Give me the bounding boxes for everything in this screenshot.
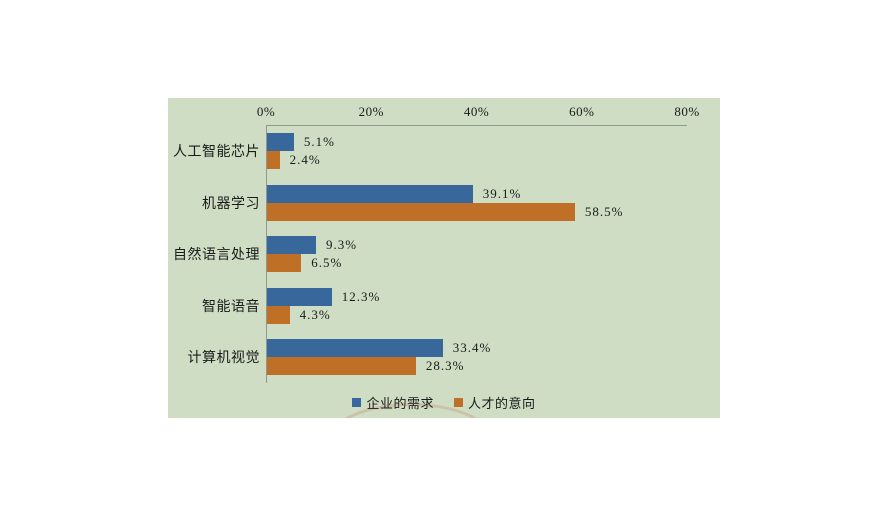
x-axis-tick-label: 0% <box>256 104 276 119</box>
value-label: 9.3% <box>325 237 358 253</box>
y-axis-line <box>266 125 267 383</box>
x-axis-tick-label: 80% <box>674 104 700 119</box>
bar-series-1-cat-4 <box>267 357 416 376</box>
bar-series-1-cat-3 <box>267 305 290 324</box>
x-axis-line <box>266 125 687 126</box>
legend-label: 企业的需求 <box>366 396 434 411</box>
value-label: 6.5% <box>311 255 343 271</box>
value-label: 58.5% <box>584 203 624 219</box>
category-label: 计算机视觉 <box>187 351 260 367</box>
legend-swatch-icon <box>352 398 362 407</box>
bar-series-0-cat-1 <box>267 184 473 203</box>
bar-series-0-cat-0 <box>267 133 294 151</box>
value-label: 39.1% <box>482 185 522 201</box>
category-label: 机器学习 <box>202 196 260 212</box>
bar-series-1-cat-2 <box>267 254 302 273</box>
category-label: 自然语言处理 <box>173 248 260 264</box>
category-label: 智能语音 <box>202 299 260 315</box>
x-axis-tick-label: 40% <box>463 104 490 119</box>
x-axis-tick-label: 60% <box>569 104 595 119</box>
bar-chart: 0% 20% 40% 60% 80% 人工智能芯片 5.1% 2.4% 机器学习 39.1% 58… <box>168 98 720 418</box>
value-label: 33.4% <box>452 340 492 356</box>
value-label: 5.1% <box>303 134 335 149</box>
category-label: 人工智能芯片 <box>173 145 260 160</box>
bar-series-0-cat-4 <box>267 339 443 358</box>
legend-item: 人才的意向 <box>454 393 536 412</box>
bar-series-0-cat-2 <box>267 236 316 255</box>
bar-series-0-cat-3 <box>267 287 332 306</box>
legend-label: 人才的意向 <box>468 396 536 411</box>
bar-series-1-cat-1 <box>267 202 575 221</box>
value-label: 2.4% <box>289 152 321 167</box>
bar-series-1-cat-0 <box>267 151 280 169</box>
value-label: 4.3% <box>299 306 331 322</box>
legend-item: 企业的需求 <box>352 393 434 412</box>
chart-legend: 企业的需求 人才的意向 <box>168 393 720 412</box>
value-label: 28.3% <box>425 358 465 374</box>
value-label: 12.3% <box>341 288 381 304</box>
legend-swatch-icon <box>454 398 463 407</box>
x-axis-tick-label: 20% <box>358 104 384 119</box>
